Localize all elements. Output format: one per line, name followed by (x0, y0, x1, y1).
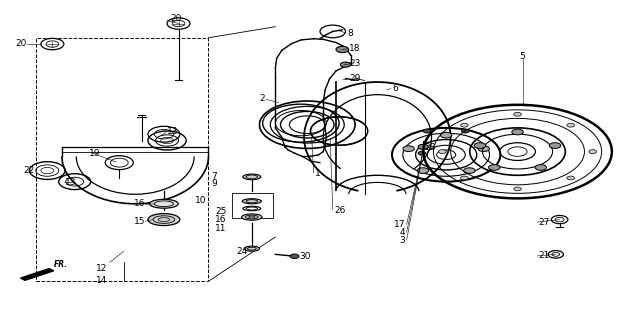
Ellipse shape (150, 199, 178, 208)
Polygon shape (20, 269, 54, 280)
Text: 27: 27 (539, 218, 550, 226)
Text: 12: 12 (97, 264, 108, 273)
Bar (232, 193, 273, 218)
Text: 3: 3 (399, 236, 405, 245)
Circle shape (418, 151, 426, 155)
Ellipse shape (148, 214, 180, 226)
Text: FR.: FR. (54, 260, 68, 269)
Circle shape (423, 129, 431, 133)
Ellipse shape (243, 174, 260, 180)
Text: 29: 29 (349, 74, 361, 83)
Circle shape (461, 123, 468, 127)
Text: 16: 16 (215, 215, 227, 224)
Bar (36, 38, 209, 281)
Text: 21: 21 (539, 251, 550, 260)
Text: 23: 23 (349, 59, 361, 68)
Text: 30: 30 (300, 252, 311, 261)
Text: 28: 28 (424, 143, 435, 152)
Circle shape (463, 168, 475, 174)
Text: 13: 13 (167, 127, 179, 136)
Text: 26: 26 (334, 206, 346, 215)
Text: 2: 2 (259, 94, 264, 103)
Text: 6: 6 (392, 84, 397, 93)
Circle shape (461, 129, 469, 133)
Text: 11: 11 (215, 224, 227, 233)
Text: 7: 7 (211, 172, 217, 182)
Ellipse shape (242, 214, 262, 220)
Text: 5: 5 (520, 52, 525, 61)
Text: 24: 24 (237, 247, 248, 256)
Circle shape (438, 150, 446, 153)
Text: 14: 14 (97, 276, 108, 285)
Text: 9: 9 (211, 179, 217, 188)
Text: 22: 22 (24, 166, 35, 175)
Circle shape (418, 144, 428, 149)
Text: 4: 4 (400, 228, 405, 237)
Text: 18: 18 (349, 44, 361, 53)
Circle shape (336, 46, 349, 53)
Circle shape (290, 254, 299, 258)
Circle shape (567, 176, 575, 180)
Circle shape (461, 176, 468, 180)
Text: 1: 1 (315, 169, 321, 178)
Circle shape (474, 143, 486, 148)
Circle shape (549, 143, 561, 148)
Text: 16: 16 (134, 199, 145, 208)
Circle shape (478, 146, 490, 152)
Circle shape (340, 62, 351, 67)
Circle shape (514, 112, 522, 116)
Text: 20: 20 (15, 39, 27, 48)
Ellipse shape (244, 246, 259, 251)
Circle shape (417, 168, 429, 174)
Circle shape (589, 150, 596, 153)
Text: 25: 25 (215, 207, 227, 216)
Text: 13: 13 (65, 178, 77, 187)
Ellipse shape (243, 199, 261, 204)
Text: 19: 19 (90, 149, 101, 158)
Circle shape (535, 165, 547, 170)
Text: 20: 20 (170, 14, 182, 23)
Circle shape (440, 132, 452, 138)
Text: 15: 15 (134, 217, 145, 226)
Circle shape (567, 123, 575, 127)
Circle shape (512, 129, 524, 135)
Text: 8: 8 (348, 28, 353, 38)
Circle shape (403, 146, 414, 152)
Text: 10: 10 (195, 196, 207, 205)
Circle shape (514, 187, 522, 191)
Text: 17: 17 (394, 220, 405, 229)
Circle shape (488, 165, 500, 170)
